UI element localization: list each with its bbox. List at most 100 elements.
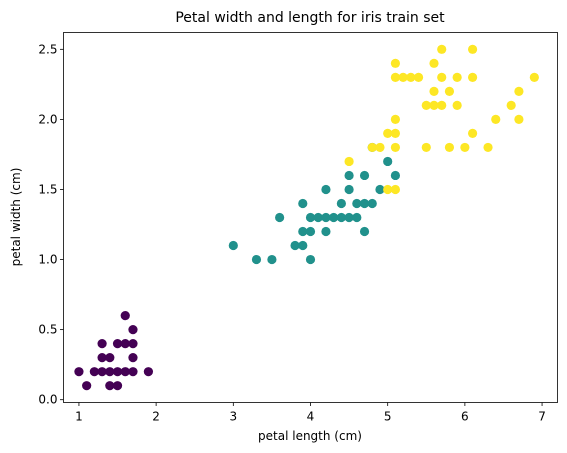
y-tick-label: 1.5 [38, 182, 57, 196]
data-point [336, 198, 346, 209]
data-point [120, 339, 130, 349]
data-point [105, 367, 115, 377]
data-point [89, 367, 99, 377]
data-point [514, 86, 524, 96]
data-point [383, 184, 393, 195]
data-point [359, 170, 370, 181]
data-point [467, 44, 478, 54]
y-tick-label: 0.5 [38, 323, 57, 337]
data-point [352, 212, 362, 223]
data-point [352, 198, 362, 209]
x-axis-label: petal length (cm) [258, 429, 362, 443]
data-point [437, 44, 447, 54]
data-point [375, 184, 385, 195]
data-point [120, 311, 130, 321]
data-point [344, 156, 354, 167]
x-tick-label: 5 [384, 410, 392, 424]
y-tick-label: 2.5 [38, 42, 57, 56]
data-point [305, 254, 316, 265]
data-point [228, 240, 238, 251]
data-point [406, 72, 416, 82]
data-point [444, 86, 455, 96]
data-point [128, 367, 138, 377]
data-point [359, 226, 370, 237]
data-point [128, 325, 138, 335]
data-point [128, 339, 138, 349]
x-tick-label: 3 [229, 410, 237, 424]
data-point [359, 198, 370, 209]
data-point [483, 142, 493, 153]
data-point [105, 381, 115, 391]
data-point [321, 184, 331, 195]
data-point [529, 72, 539, 82]
data-point [383, 128, 393, 139]
x-tick-label: 2 [152, 410, 160, 424]
data-point [344, 212, 354, 223]
data-point [251, 254, 262, 265]
y-tick-label: 2.0 [38, 112, 57, 126]
data-point [437, 100, 447, 110]
data-point [390, 58, 401, 68]
data-point [452, 72, 462, 82]
x-tick-label: 1 [75, 410, 83, 424]
data-point [305, 212, 316, 223]
data-point [390, 72, 401, 82]
x-tick-label: 7 [538, 410, 546, 424]
data-point [421, 142, 431, 153]
data-point [105, 353, 115, 363]
data-point [429, 86, 439, 96]
data-point [298, 198, 308, 209]
data-point [329, 212, 339, 223]
data-point [112, 339, 123, 349]
data-point [390, 142, 401, 153]
data-point [390, 170, 401, 181]
data-point [467, 128, 478, 139]
x-tick-label: 4 [307, 410, 315, 424]
data-point [74, 367, 84, 377]
data-point [321, 212, 331, 223]
data-point [367, 142, 377, 153]
data-point [344, 184, 354, 195]
data-point [375, 142, 385, 153]
data-point [467, 72, 478, 82]
y-axis: 0.0 0.5 1.0 1.5 2.0 2.5 [38, 42, 64, 407]
data-point [305, 226, 316, 237]
data-point [429, 100, 439, 110]
data-point [97, 339, 107, 349]
data-point [112, 367, 123, 377]
x-tick-label: 6 [461, 410, 469, 424]
data-point [383, 156, 393, 167]
data-point [460, 142, 470, 153]
data-point [437, 72, 447, 82]
data-point [429, 58, 439, 68]
data-point [143, 367, 154, 377]
data-point [336, 212, 346, 223]
data-point [120, 367, 130, 377]
data-point [313, 212, 323, 223]
data-point [452, 100, 462, 110]
data-point [290, 240, 300, 251]
y-tick-label: 0.0 [38, 393, 57, 407]
data-point [298, 240, 308, 251]
data-point [398, 72, 408, 82]
y-axis-label: petal width (cm) [9, 168, 23, 267]
data-point [128, 353, 138, 363]
data-point [491, 114, 501, 124]
data-point [97, 353, 107, 363]
x-axis: 1 2 3 4 5 6 7 [75, 402, 546, 424]
data-point [444, 142, 455, 153]
chart-title: Petal width and length for iris train se… [175, 10, 445, 26]
data-point [390, 114, 401, 124]
data-point [367, 198, 377, 209]
data-point [506, 100, 516, 110]
data-point [112, 381, 123, 391]
data-point [97, 367, 107, 377]
data-point [82, 381, 92, 391]
data-point [514, 114, 524, 124]
y-tick-label: 1.0 [38, 253, 57, 267]
data-point [413, 72, 424, 82]
data-point [421, 100, 431, 110]
data-point [275, 212, 285, 223]
data-point [321, 226, 331, 237]
